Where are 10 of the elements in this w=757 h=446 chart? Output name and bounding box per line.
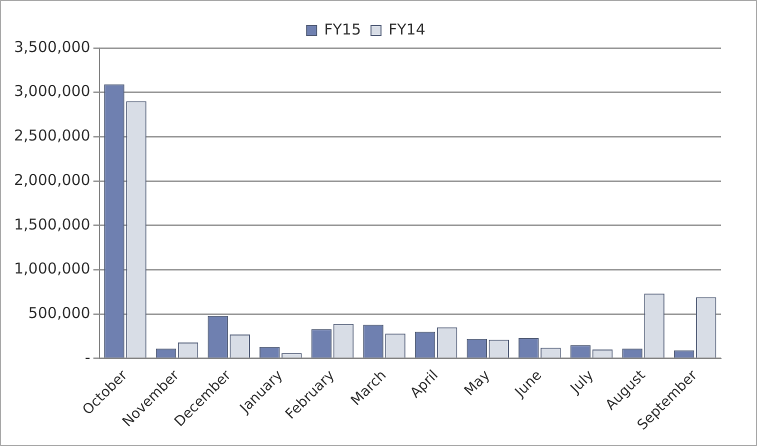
y-tick-label: 3,000,000 [14, 82, 90, 100]
legend-label: FY15 [324, 20, 362, 38]
legend-label: FY14 [388, 20, 426, 38]
y-tick-label: 1,500,000 [14, 215, 90, 234]
y-tick-label: 3,500,000 [14, 38, 90, 56]
y-tick-label: 500,000 [28, 304, 90, 322]
y-tick-label: 1,000,000 [14, 260, 90, 278]
y-tick-label: - [84, 348, 90, 366]
y-tick-label: 2,000,000 [14, 170, 90, 189]
y-tick-label: 2,500,000 [14, 126, 90, 145]
